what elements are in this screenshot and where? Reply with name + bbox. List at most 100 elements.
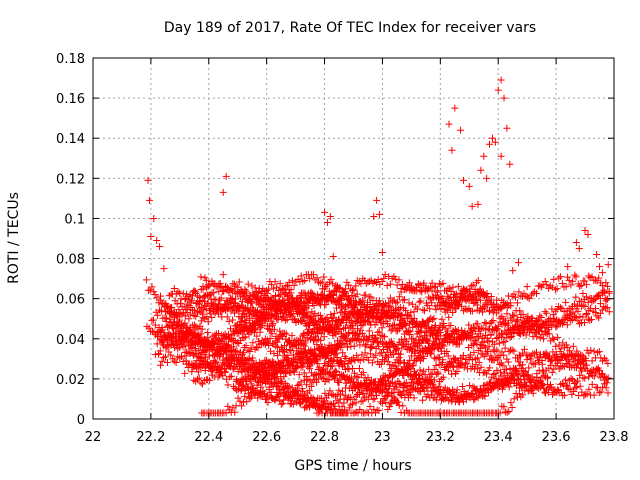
data-point xyxy=(359,397,367,405)
data-point xyxy=(510,290,518,298)
data-point xyxy=(197,286,205,294)
data-point xyxy=(173,300,181,308)
data-point xyxy=(537,313,545,321)
data-point xyxy=(458,302,466,310)
data-point xyxy=(200,342,208,350)
data-point xyxy=(510,395,518,403)
data-point xyxy=(456,396,464,404)
data-point xyxy=(588,315,596,323)
data-point xyxy=(508,369,516,377)
data-point xyxy=(288,277,296,285)
data-point xyxy=(285,278,293,286)
data-point xyxy=(518,322,526,330)
data-point xyxy=(419,319,427,327)
data-point xyxy=(330,356,338,364)
data-point xyxy=(385,343,393,351)
data-point xyxy=(494,325,502,333)
data-point xyxy=(390,371,398,379)
data-point xyxy=(347,358,355,366)
data-point xyxy=(560,307,568,315)
data-point xyxy=(433,388,441,396)
data-point xyxy=(550,275,558,283)
data-point xyxy=(524,293,532,301)
data-point xyxy=(544,316,552,324)
data-point xyxy=(514,375,522,383)
data-point xyxy=(439,373,447,381)
data-point xyxy=(485,325,493,333)
data-point xyxy=(226,373,234,381)
data-point xyxy=(197,335,205,343)
data-point xyxy=(318,314,326,322)
data-point xyxy=(176,289,184,297)
data-point xyxy=(325,376,333,384)
data-point xyxy=(402,320,410,328)
data-point xyxy=(270,297,278,305)
data-point xyxy=(339,349,347,357)
data-point xyxy=(324,362,332,370)
data-point xyxy=(167,333,175,341)
data-point xyxy=(544,388,552,396)
data-point xyxy=(542,309,550,317)
data-point xyxy=(471,387,479,395)
data-point xyxy=(459,383,467,391)
data-point xyxy=(176,354,184,362)
data-point xyxy=(154,311,162,319)
data-point xyxy=(274,351,282,359)
data-point xyxy=(284,281,292,289)
data-point xyxy=(373,391,381,399)
y-tick-label: 0.12 xyxy=(56,172,85,187)
data-point xyxy=(361,342,369,350)
data-point xyxy=(386,361,394,369)
data-point xyxy=(531,360,539,368)
data-point xyxy=(582,311,590,319)
data-point xyxy=(584,230,592,238)
data-point xyxy=(297,378,305,386)
data-point xyxy=(497,152,505,160)
data-point xyxy=(495,339,503,347)
data-point xyxy=(602,279,610,287)
data-point xyxy=(225,317,233,325)
data-point xyxy=(255,300,263,308)
data-point xyxy=(306,275,314,283)
data-point xyxy=(300,391,308,399)
y-tick-label: 0.16 xyxy=(56,92,85,107)
data-point xyxy=(163,359,171,367)
data-point xyxy=(247,344,255,352)
data-point xyxy=(457,289,465,297)
data-point xyxy=(528,373,536,381)
data-point xyxy=(407,308,415,316)
data-point xyxy=(526,377,534,385)
x-tick-label: 22.6 xyxy=(252,430,281,445)
data-point xyxy=(519,391,527,399)
data-point xyxy=(314,357,322,365)
data-point xyxy=(201,301,209,309)
data-point xyxy=(149,327,157,335)
data-point xyxy=(522,381,530,389)
data-point xyxy=(219,344,227,352)
data-point xyxy=(186,360,194,368)
data-point xyxy=(581,391,589,399)
data-point xyxy=(314,402,322,410)
data-point xyxy=(267,388,275,396)
data-point xyxy=(392,299,400,307)
data-point xyxy=(211,309,219,317)
data-point xyxy=(356,357,364,365)
data-point xyxy=(426,305,434,313)
data-point xyxy=(296,336,304,344)
data-point xyxy=(503,355,511,363)
data-point xyxy=(435,339,443,347)
data-point xyxy=(506,333,514,341)
data-point xyxy=(392,275,400,283)
data-point xyxy=(343,313,351,321)
data-point xyxy=(355,335,363,343)
data-point xyxy=(335,405,343,413)
data-point xyxy=(197,273,205,281)
data-point xyxy=(574,377,582,385)
data-point xyxy=(508,346,516,354)
data-point xyxy=(500,315,508,323)
data-point xyxy=(333,353,341,361)
data-point xyxy=(434,288,442,296)
data-point xyxy=(400,330,408,338)
data-point xyxy=(526,355,534,363)
data-point xyxy=(376,312,384,320)
